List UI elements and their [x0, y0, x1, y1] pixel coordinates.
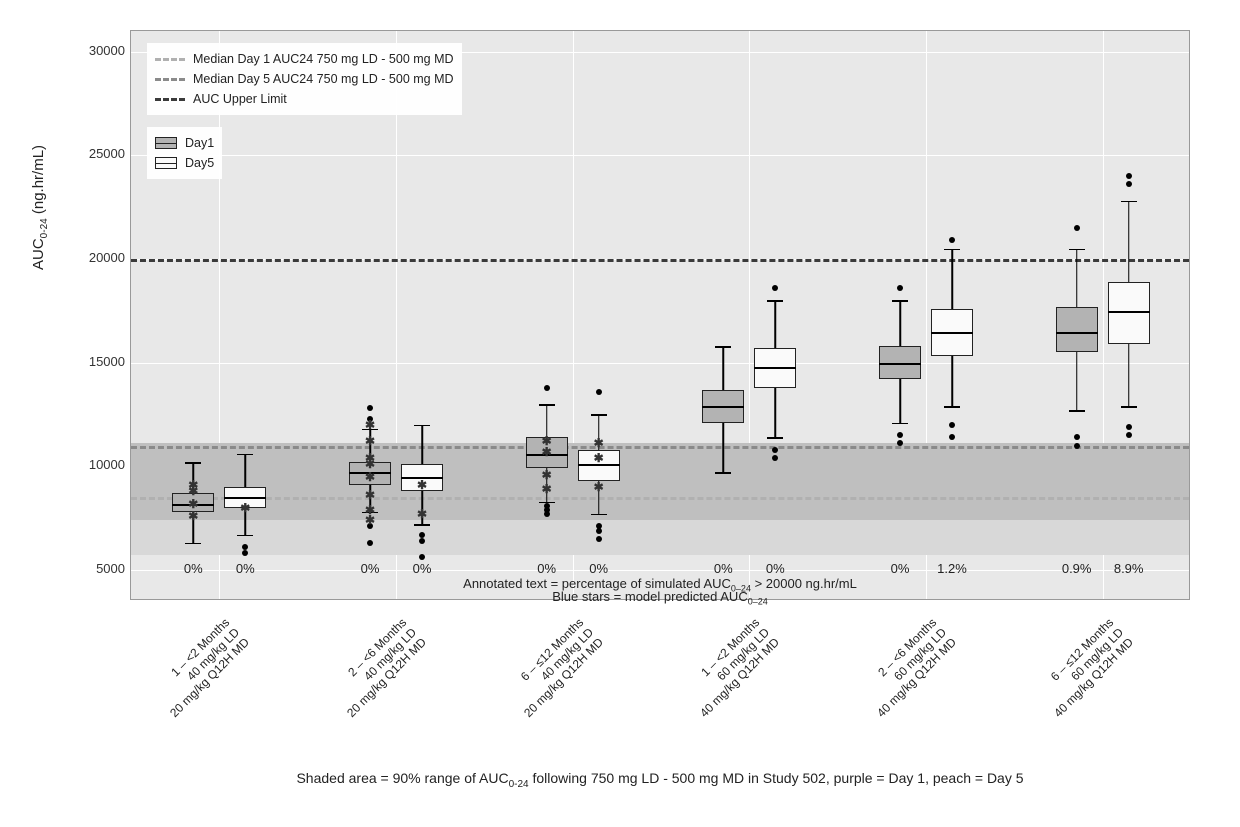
- ytick-label: 15000: [65, 354, 125, 369]
- xtick-label: 2 – <6 Months 40 mg/kg LD 20 mg/kg Q12H …: [259, 616, 430, 787]
- legend-label: Median Day 1 AUC24 750 mg LD - 500 mg MD: [193, 52, 454, 66]
- legend-label: Day5: [185, 156, 214, 170]
- percent-label: 0.9%: [1062, 561, 1092, 576]
- legend-label: AUC Upper Limit: [193, 92, 287, 106]
- boxplot-day1-g3: [702, 31, 744, 601]
- percent-label: 8.9%: [1114, 561, 1144, 576]
- xtick-label: 1 – <2 Months 40 mg/kg LD 20 mg/kg Q12H …: [82, 616, 253, 787]
- y-axis-label: AUC0-24 (ng.hr/mL): [30, 145, 50, 270]
- percent-label: 0%: [891, 561, 910, 576]
- percent-label: 0%: [766, 561, 785, 576]
- percent-label: 1.2%: [937, 561, 967, 576]
- legend-reference-lines: Median Day 1 AUC24 750 mg LD - 500 mg MD…: [147, 43, 462, 115]
- boxplot-day1-g5: [1056, 31, 1098, 601]
- boxplot-day5-g5: [1108, 31, 1150, 601]
- xtick-label: 1 – <2 Months 60 mg/kg LD 40 mg/kg Q12H …: [612, 616, 783, 787]
- boxplot-day5-g1: ✱✱: [401, 31, 443, 601]
- percent-label: 0%: [537, 561, 556, 576]
- ytick-label: 5000: [65, 561, 125, 576]
- percent-label: 0%: [589, 561, 608, 576]
- boxplot-day5-g4: [931, 31, 973, 601]
- percent-label: 0%: [236, 561, 255, 576]
- boxplot-day5-g2: ✱✱✱: [578, 31, 620, 601]
- ref-line-auc_upper_limit: [131, 259, 1189, 262]
- ref-band-day5_90pct: [131, 443, 1189, 520]
- ref-line-median_day1: [131, 497, 1189, 500]
- legend-label: Day1: [185, 136, 214, 150]
- plot-area: ✱✱✱✱0%✱0%✱✱✱✱✱✱✱✱0%✱✱0%✱✱✱✱0%✱✱✱0%0%0%0%…: [130, 30, 1190, 600]
- boxplot-day1-g4: [879, 31, 921, 601]
- ref-line-median_day5: [131, 446, 1189, 449]
- legend-label: Median Day 5 AUC24 750 mg LD - 500 mg MD: [193, 72, 454, 86]
- ytick-label: 30000: [65, 43, 125, 58]
- annotation-stars-meaning: Blue stars = model predicted AUC0–24: [131, 589, 1189, 607]
- ytick-label: 25000: [65, 146, 125, 161]
- xtick-label: 2 – <6 Months 60 mg/kg LD 40 mg/kg Q12H …: [789, 616, 960, 787]
- boxplot-day1-g2: ✱✱✱✱: [526, 31, 568, 601]
- ytick-label: 10000: [65, 457, 125, 472]
- percent-label: 0%: [413, 561, 432, 576]
- xtick-label: 6 – ≤12 Months 40 mg/kg LD 20 mg/kg Q12H…: [435, 616, 606, 787]
- percent-label: 0%: [184, 561, 203, 576]
- boxplot-day1-g1: ✱✱✱✱✱✱✱✱: [349, 31, 391, 601]
- percent-label: 0%: [361, 561, 380, 576]
- boxplot-day5-g0: ✱: [224, 31, 266, 601]
- ytick-label: 20000: [65, 250, 125, 265]
- boxplot-day1-g0: ✱✱✱✱: [172, 31, 214, 601]
- auc-boxplot-chart: AUC0-24 (ng.hr/mL) ✱✱✱✱0%✱0%✱✱✱✱✱✱✱✱0%✱✱…: [40, 20, 1200, 800]
- legend-series-fill: Day1 Day5: [147, 127, 222, 179]
- percent-label: 0%: [714, 561, 733, 576]
- boxplot-day5-g3: [754, 31, 796, 601]
- xtick-label: 6 – ≤12 Months 60 mg/kg LD 40 mg/kg Q12H…: [965, 616, 1136, 787]
